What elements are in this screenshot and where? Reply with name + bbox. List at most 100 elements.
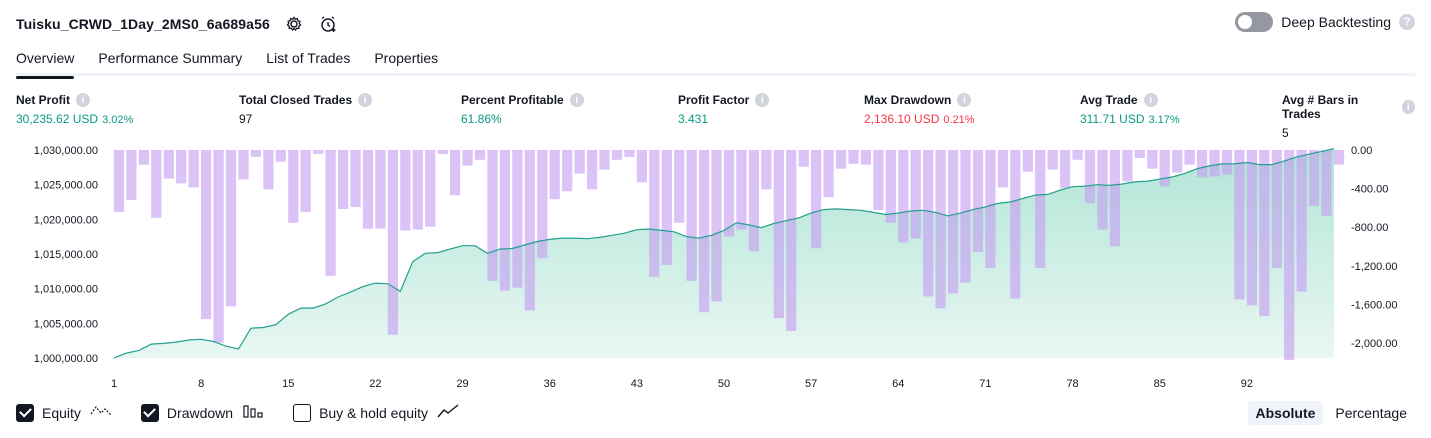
x-tick-label: 1: [111, 378, 117, 390]
metric-avg-trade: Avg Trade i 311.71 USD 3.17%: [1080, 93, 1180, 126]
drawdown-bar: [611, 150, 623, 160]
drawdown-bar: [313, 150, 324, 154]
drawdown-bar: [151, 150, 162, 218]
drawdown-bar: [1296, 150, 1307, 292]
drawdown-bar: [1333, 150, 1345, 165]
drawdown-bar: [375, 150, 386, 229]
legend-drawdown[interactable]: Drawdown: [140, 403, 265, 422]
metric-avg-bars-in-trades: Avg # Bars in Trades i 5: [1282, 93, 1415, 140]
drawdown-bar: [1246, 150, 1257, 306]
info-icon[interactable]: i: [1401, 100, 1415, 114]
metric-label: Profit Factor: [678, 93, 750, 107]
tab-list-of-trades[interactable]: List of Trades: [266, 50, 351, 66]
drawdown-bar: [923, 150, 934, 297]
drawdown-bar: [1060, 150, 1071, 189]
tab-properties[interactable]: Properties: [374, 50, 439, 66]
drawdown-bar: [549, 150, 560, 200]
drawdown-bar: [960, 150, 971, 283]
line-zigzag-icon: [89, 403, 113, 422]
y-left-tick-label: 1,005,000.00: [34, 318, 98, 330]
x-tick-label: 64: [892, 378, 904, 390]
info-icon[interactable]: i: [957, 93, 972, 107]
drawdown-bar: [1184, 150, 1195, 165]
drawdown-checkbox[interactable]: [140, 403, 159, 422]
help-icon[interactable]: ?: [1399, 14, 1415, 30]
y-right-tick-label: -1,600.00: [1351, 299, 1397, 311]
metric-value: 2,136.10 USD: [864, 112, 940, 126]
percentage-button[interactable]: Percentage: [1335, 405, 1407, 421]
drawdown-bar: [786, 150, 797, 331]
metric-value: 311.71 USD: [1080, 112, 1145, 126]
drawdown-bar: [674, 150, 685, 223]
metric-label: Max Drawdown: [864, 93, 952, 107]
metric-value: 97: [239, 112, 253, 126]
tab-bar: Overview Performance Summary List of Tra…: [16, 44, 1415, 79]
alarm-add-icon[interactable]: [318, 14, 338, 34]
drawdown-bar: [462, 150, 473, 166]
drawdown-bar: [1271, 150, 1282, 268]
equity-area: [114, 148, 1334, 358]
legend-label: Equity: [42, 404, 81, 421]
x-tick-label: 57: [805, 378, 817, 390]
metric-max-drawdown: Max Drawdown i 2,136.10 USD 0.21%: [864, 93, 975, 126]
info-icon[interactable]: i: [1143, 93, 1158, 107]
y-right-tick-label: -400.00: [1351, 184, 1388, 196]
metric-net-profit: Net Profit i 30,235.62 USD 3.02%: [16, 93, 133, 126]
drawdown-bar: [935, 150, 946, 309]
drawdown-bar: [835, 150, 847, 169]
legend-label: Drawdown: [166, 404, 234, 421]
drawdown-bar: [723, 150, 735, 237]
info-icon[interactable]: i: [755, 93, 770, 107]
y-left-tick-label: 1,010,000.00: [34, 284, 98, 296]
drawdown-bar: [275, 150, 286, 162]
drawdown-bar: [910, 150, 921, 239]
drawdown-bar: [300, 150, 311, 212]
deep-backtesting-label: Deep Backtesting: [1281, 14, 1391, 30]
drawdown-bar: [587, 150, 598, 190]
absolute-button[interactable]: Absolute: [1247, 401, 1324, 425]
x-tick-label: 92: [1241, 378, 1253, 390]
drawdown-bar: [1321, 150, 1332, 216]
metric-percent: 3.17%: [1148, 114, 1180, 126]
drawdown-bar: [1221, 150, 1233, 175]
legend-equity[interactable]: Equity: [16, 403, 113, 422]
tab-overview[interactable]: Overview: [16, 44, 75, 79]
x-tick-label: 50: [718, 378, 730, 390]
drawdown-bar: [885, 150, 896, 223]
tab-performance-summary[interactable]: Performance Summary: [98, 50, 243, 66]
info-icon[interactable]: i: [358, 93, 373, 107]
drawdown-bar: [686, 150, 697, 281]
info-icon[interactable]: i: [569, 93, 584, 107]
buy-hold-checkbox[interactable]: [293, 403, 312, 422]
drawdown-bar: [238, 150, 249, 180]
x-tick-label: 36: [544, 378, 556, 390]
metric-value: 3.431: [678, 112, 709, 126]
drawdown-bar: [450, 150, 461, 196]
strategy-header: Tuisku_CRWD_1Day_2MS0_6a689a56: [16, 10, 338, 38]
metric-label: Avg # Bars in Trades: [1282, 93, 1359, 121]
gear-icon[interactable]: [284, 14, 304, 34]
drawdown-bar: [661, 150, 672, 265]
drawdown-bar: [711, 150, 722, 302]
x-tick-label: 43: [631, 378, 643, 390]
drawdown-bar: [350, 150, 361, 207]
drawdown-bar: [1172, 150, 1183, 173]
drawdown-bar: [699, 150, 710, 313]
equity-drawdown-chart[interactable]: 1,030,000.00 1,025,000.00 1,020,000.00 1,01…: [0, 140, 1431, 395]
x-tick-label: 29: [456, 378, 468, 390]
drawdown-bar: [176, 150, 187, 184]
drawdown-bar: [1072, 150, 1083, 160]
drawdown-bar: [624, 150, 635, 157]
deep-backtesting-toggle[interactable]: [1235, 12, 1274, 32]
drawdown-bar: [811, 150, 822, 249]
drawdown-bar: [1284, 150, 1295, 360]
legend-buy-hold[interactable]: Buy & hold equity: [293, 403, 460, 422]
drawdown-bar: [188, 150, 199, 188]
drawdown-bar: [338, 150, 349, 209]
y-right-tick-label: 0.00: [1351, 145, 1372, 157]
equity-checkbox[interactable]: [16, 403, 34, 422]
drawdown-bar: [1035, 150, 1046, 268]
trend-line-icon: [436, 403, 460, 422]
drawdown-bar: [860, 150, 871, 165]
info-icon[interactable]: i: [76, 93, 90, 107]
